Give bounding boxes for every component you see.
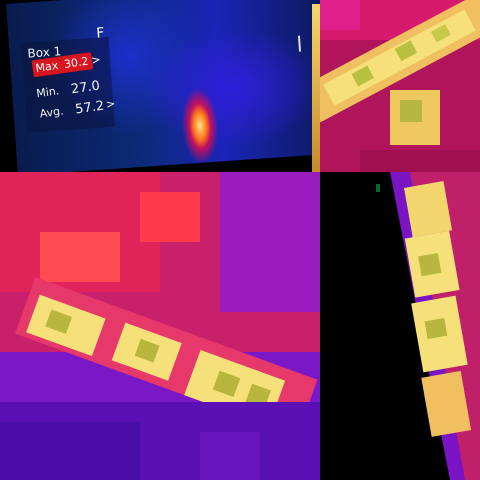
dot-icon [60, 62, 62, 68]
max-arrow-icon: > [90, 52, 102, 68]
mode-symbol: F [95, 25, 105, 42]
tick-mark [297, 35, 302, 52]
pixel-texture-top-right [320, 0, 480, 172]
thermal-camera-view: Box 1 Max 30.2 > Min. 27.0 Avg. 57.2 > F [0, 0, 320, 172]
thermal-zoom-bottom-left [0, 172, 320, 480]
avg-arrow-icon: > [105, 97, 116, 112]
edge-strip [312, 4, 320, 172]
thermal-zoom-top-right [320, 0, 480, 172]
pixel-texture-bottom-right [320, 172, 480, 480]
pixel-texture-bottom-left [0, 172, 320, 480]
min-label: Min. [35, 84, 61, 101]
thermal-image: Box 1 Max 30.2 > Min. 27.0 Avg. 57.2 > F [6, 0, 320, 172]
thermal-zoom-bottom-right [320, 172, 480, 480]
max-value: 30.2 [63, 54, 90, 71]
max-label: Max [34, 58, 60, 75]
